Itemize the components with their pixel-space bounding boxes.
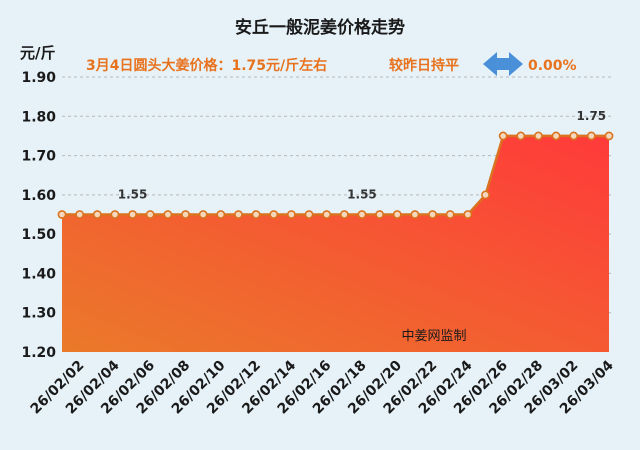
x-axis-ticks: 26/02/0226/02/0426/02/0626/02/0826/02/10… xyxy=(28,357,617,417)
data-label: 1.55 xyxy=(347,188,377,202)
subtitle-change: 0.00% xyxy=(528,58,577,74)
data-point xyxy=(198,210,208,219)
y-axis-ticks: 1.20 1.30 1.40 1.50 1.60 1.70 1.80 1.90 xyxy=(21,70,56,361)
price-area xyxy=(62,135,609,352)
data-labels: 1.55 1.55 1.75 xyxy=(118,109,606,202)
y-tick-label: 1.40 xyxy=(21,266,56,282)
data-point xyxy=(269,210,279,219)
y-tick-label: 1.30 xyxy=(21,306,56,322)
data-point xyxy=(604,131,614,141)
chart-title: 安丘一般泥姜价格走势 xyxy=(235,17,405,38)
data-label: 1.75 xyxy=(577,109,607,123)
data-point xyxy=(181,210,190,219)
data-point xyxy=(339,210,349,219)
double-arrow-icon xyxy=(483,52,523,76)
subtitle-compare: 较昨日持平 xyxy=(389,57,459,74)
watermark: 中姜网监制 xyxy=(401,329,466,344)
y-axis-unit: 元/斤 xyxy=(20,44,55,62)
y-tick-label: 1.20 xyxy=(21,345,56,361)
data-point xyxy=(110,210,120,219)
data-point xyxy=(516,131,526,141)
y-tick-label: 1.70 xyxy=(21,149,56,165)
data-point xyxy=(251,210,261,219)
data-point xyxy=(128,210,137,219)
data-point xyxy=(304,210,314,219)
data-point xyxy=(463,210,473,219)
data-point xyxy=(551,131,561,141)
data-point xyxy=(75,210,85,219)
data-label: 1.55 xyxy=(118,188,148,202)
data-point xyxy=(145,210,155,219)
data-markers xyxy=(57,131,614,219)
y-tick-label: 1.90 xyxy=(21,70,56,86)
data-point xyxy=(392,210,402,219)
data-point xyxy=(498,131,508,141)
data-point xyxy=(586,131,596,141)
data-point xyxy=(445,210,455,219)
data-point xyxy=(375,210,385,219)
y-tick-label: 1.60 xyxy=(21,188,56,204)
data-point xyxy=(322,210,332,219)
data-point xyxy=(57,210,67,219)
data-point xyxy=(286,210,296,219)
subtitle-price: 3月4日圆头大姜价格：1.75元/斤左右 xyxy=(86,57,327,74)
data-point xyxy=(216,210,226,219)
data-point xyxy=(92,210,102,219)
data-point xyxy=(410,210,420,219)
data-point xyxy=(428,210,437,219)
data-point xyxy=(569,131,579,141)
y-tick-label: 1.80 xyxy=(21,109,56,125)
data-point xyxy=(234,210,243,219)
data-point xyxy=(534,131,543,141)
data-point xyxy=(481,190,490,200)
data-point xyxy=(163,210,173,219)
y-tick-label: 1.50 xyxy=(21,227,56,243)
data-point xyxy=(357,210,367,219)
